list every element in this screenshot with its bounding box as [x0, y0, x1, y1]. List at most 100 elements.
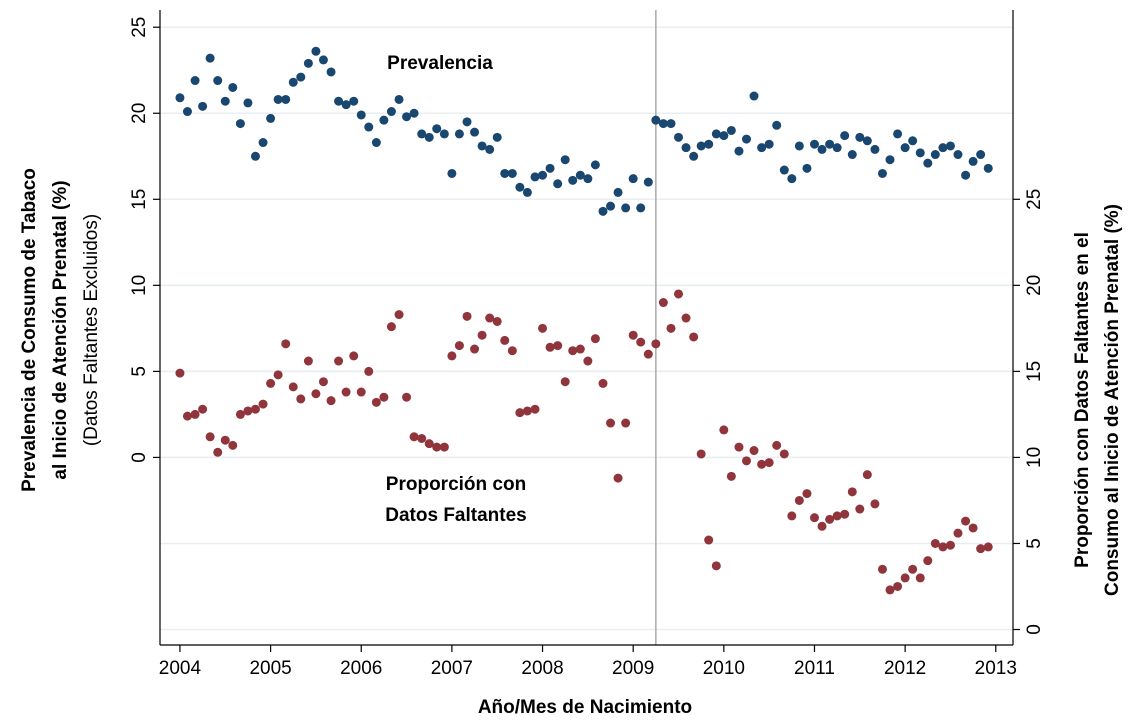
point	[674, 289, 684, 299]
point	[507, 168, 517, 178]
point	[288, 77, 298, 87]
point	[953, 150, 963, 160]
point	[447, 351, 457, 361]
point	[945, 141, 955, 151]
point	[711, 561, 721, 571]
x-tick-label: 2008	[521, 658, 563, 679]
point	[847, 487, 857, 497]
point	[953, 528, 963, 538]
y2-tick-label: 10	[1024, 447, 1045, 468]
point	[311, 46, 321, 56]
point	[961, 516, 971, 526]
point	[568, 175, 578, 185]
point	[726, 471, 736, 481]
point	[976, 150, 986, 160]
point	[704, 139, 714, 149]
y2-tick-label: 0	[1024, 624, 1045, 635]
x-tick-label: 2011	[794, 658, 835, 679]
point	[772, 440, 782, 450]
point	[424, 439, 434, 449]
point	[220, 96, 230, 106]
point	[485, 313, 495, 323]
x-axis-label: Año/Mes de Nacimiento	[478, 697, 692, 718]
x-tick-label: 2005	[249, 658, 291, 679]
point	[349, 351, 359, 361]
point	[371, 397, 381, 407]
point	[583, 356, 593, 366]
point	[598, 206, 608, 216]
point	[651, 339, 661, 349]
point	[341, 100, 351, 110]
point	[923, 556, 933, 566]
point	[477, 141, 487, 151]
point	[575, 344, 585, 354]
y-axis-label: al Inicio de Atención Prenatal (%)	[50, 180, 71, 479]
y-axis-label: (Datos Faltantes Excluidos)	[81, 214, 102, 446]
point	[930, 150, 940, 160]
point	[409, 432, 419, 442]
point	[764, 139, 774, 149]
point	[621, 418, 631, 428]
point	[454, 341, 464, 351]
point	[515, 182, 525, 192]
point	[741, 134, 751, 144]
point	[220, 435, 230, 445]
point	[432, 442, 442, 452]
point	[213, 76, 223, 86]
point	[915, 148, 925, 158]
point	[500, 168, 510, 178]
series-label: Proporción con	[386, 474, 526, 495]
point	[485, 144, 495, 154]
point	[749, 446, 759, 456]
point	[356, 387, 366, 397]
point	[560, 155, 570, 165]
point	[719, 425, 729, 435]
point	[341, 387, 351, 397]
point	[417, 129, 427, 139]
point	[243, 98, 253, 108]
point	[522, 406, 532, 416]
point	[288, 382, 298, 392]
y2-tick-label: 25	[1024, 189, 1045, 210]
point	[492, 316, 502, 326]
y-tick-label: 10	[129, 275, 150, 296]
x-tick-label: 2006	[340, 658, 382, 679]
point	[938, 143, 948, 153]
point	[175, 93, 185, 103]
point	[530, 404, 540, 414]
point	[938, 542, 948, 552]
point	[545, 163, 555, 173]
point	[356, 110, 366, 120]
point	[205, 53, 215, 63]
point	[303, 356, 313, 366]
point	[394, 94, 404, 104]
point	[386, 107, 396, 117]
point	[636, 203, 646, 213]
point	[492, 132, 502, 142]
point	[862, 136, 872, 146]
point	[628, 330, 638, 340]
point	[470, 344, 480, 354]
point	[893, 581, 903, 591]
point	[228, 82, 238, 92]
point	[825, 139, 835, 149]
point	[696, 449, 706, 459]
x-tick-label: 2013	[975, 658, 1017, 679]
point	[439, 442, 449, 452]
point	[575, 170, 585, 180]
point	[643, 177, 653, 187]
point	[250, 151, 260, 161]
point	[885, 585, 895, 595]
point	[568, 346, 578, 356]
point	[741, 456, 751, 466]
point	[681, 313, 691, 323]
point	[318, 55, 328, 65]
point	[417, 433, 427, 443]
point	[462, 311, 472, 321]
point	[432, 124, 442, 134]
point	[477, 330, 487, 340]
point	[885, 155, 895, 165]
point	[364, 122, 374, 132]
point	[606, 418, 616, 428]
point	[273, 370, 283, 380]
